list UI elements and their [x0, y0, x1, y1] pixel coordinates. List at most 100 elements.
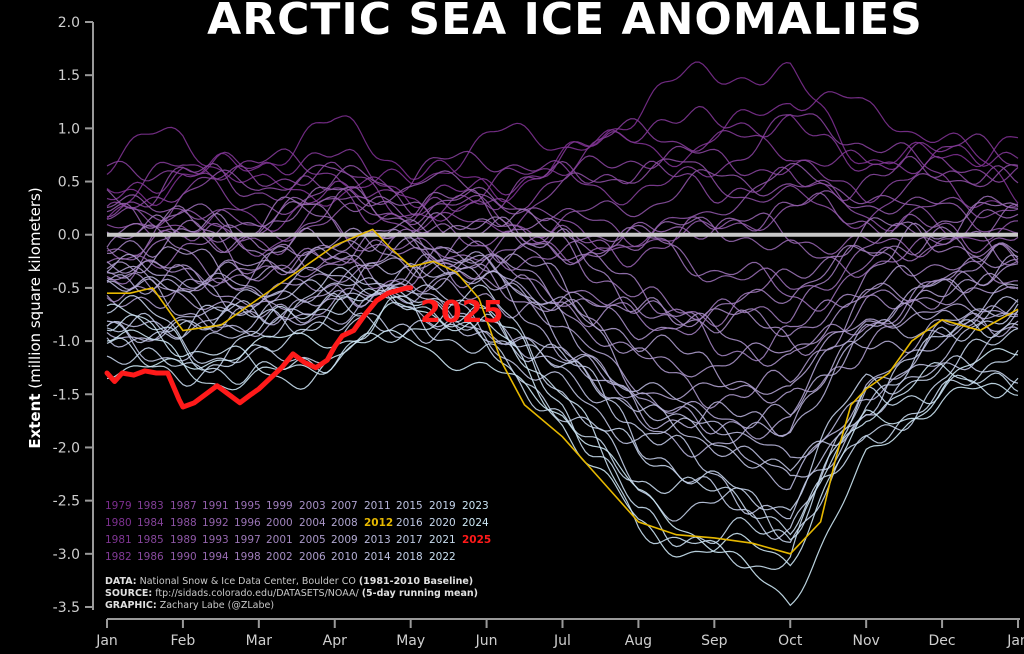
legend-year-1988: 1988	[170, 517, 197, 529]
historical-year-line	[106, 91, 1019, 207]
historical-year-line	[106, 113, 1019, 232]
historical-year-line	[106, 301, 1019, 567]
legend-year-1991: 1991	[202, 500, 229, 512]
legend-year-1984: 1984	[137, 517, 164, 529]
historical-year-line	[106, 260, 1019, 435]
footer-graphic-label: GRAPHIC:	[105, 600, 157, 611]
x-tick-label: Feb	[171, 633, 196, 649]
y-tick-label: 0.0	[58, 228, 80, 244]
historical-year-line	[106, 329, 1019, 607]
legend-year-2016: 2016	[396, 517, 423, 529]
x-ticks: Jan Feb Mar Apr May Jun Jul Aug Sep Oct Nov Dec Jan	[95, 619, 1024, 649]
footer-source-label: SOURCE:	[105, 588, 152, 599]
historical-year-line	[106, 162, 1019, 257]
x-tick-label: Oct	[778, 633, 803, 649]
series-2012-line	[107, 228, 1019, 555]
legend-year-2005: 2005	[299, 534, 326, 546]
legend-year-1992: 1992	[202, 517, 229, 529]
y-tick-label: -3.5	[53, 600, 80, 616]
legend-year-1986: 1986	[137, 551, 164, 563]
legend-year-2014: 2014	[364, 551, 391, 563]
legend-year-2001: 2001	[266, 534, 293, 546]
x-tick-label: Aug	[625, 633, 652, 649]
footer-graphic: GRAPHIC: Zachary Labe (@ZLabe)	[105, 600, 274, 611]
footer-data: DATA: National Snow & Ice Data Center, B…	[105, 576, 473, 587]
footer-data-label: DATA:	[105, 576, 137, 587]
legend-year-2020: 2020	[429, 517, 456, 529]
legend-year-2021: 2021	[429, 534, 456, 546]
x-tick-label: Jan	[1006, 633, 1024, 649]
legend-year-2022: 2022	[429, 551, 456, 563]
legend-year-2018: 2018	[396, 551, 423, 563]
historical-year-line	[106, 266, 1019, 459]
footer-data-text: National Snow & Ice Data Center, Boulder…	[140, 576, 356, 587]
y-axis-label-rest: (million square kilometers)	[26, 187, 44, 388]
legend-year-1994: 1994	[202, 551, 229, 563]
historical-year-line	[106, 155, 1019, 225]
historical-year-line	[106, 227, 1019, 357]
legend-year-2023: 2023	[462, 500, 489, 512]
legend-year-1985: 1985	[137, 534, 164, 546]
historical-year-line	[106, 299, 1019, 571]
historical-year-line	[106, 196, 1019, 312]
legend-year-1989: 1989	[170, 534, 197, 546]
y-tick-label: 0.5	[58, 175, 80, 191]
legend-year-1980: 1980	[105, 517, 132, 529]
legend-year-2009: 2009	[331, 534, 358, 546]
x-tick-label: Jun	[475, 633, 498, 649]
y-tick-label: -1.5	[53, 387, 80, 403]
historical-year-line	[106, 61, 1019, 207]
historical-year-line	[106, 303, 1019, 541]
historical-year-line	[106, 105, 1019, 209]
historical-year-line	[106, 277, 1019, 491]
y-tick-label: 1.5	[58, 68, 80, 84]
historical-year-line	[106, 164, 1019, 239]
x-tick-label: Nov	[853, 633, 880, 649]
legend-year-2008: 2008	[331, 517, 358, 529]
footer-data-note: (1981-2010 Baseline)	[359, 576, 473, 587]
historical-year-line	[106, 212, 1019, 362]
legend-year-1979: 1979	[105, 500, 132, 512]
legend-year-1982: 1982	[105, 551, 132, 563]
legend-year-2025: 2025	[462, 534, 491, 546]
legend-year-2024: 2024	[462, 517, 489, 529]
historical-year-line	[106, 230, 1019, 338]
historical-year-line	[106, 262, 1019, 458]
y-tick-label: -2.0	[53, 440, 80, 456]
legend-year-1998: 1998	[234, 551, 261, 563]
legend-year-2000: 2000	[266, 517, 293, 529]
legend-year-2015: 2015	[396, 500, 423, 512]
x-tick-label: Jul	[553, 633, 571, 649]
historical-series-lines	[106, 61, 1019, 607]
source-footer: DATA: National Snow & Ice Data Center, B…	[105, 576, 478, 611]
y-tick-label: -2.5	[53, 494, 80, 510]
y-ticks: 2.0 1.5 1.0 0.5 0.0 -0.5 -1.0 -1.5 -2.0 -2.5 -3.0 -…	[53, 15, 93, 616]
y-tick-label: 1.0	[58, 121, 80, 137]
historical-year-line	[106, 188, 1019, 268]
legend-year-2003: 2003	[299, 500, 326, 512]
x-tick-label: Mar	[246, 633, 273, 649]
x-tick-label: Dec	[929, 633, 956, 649]
legend-year-1990: 1990	[170, 551, 197, 563]
legend-year-1997: 1997	[234, 534, 261, 546]
x-tick-label: Sep	[701, 633, 728, 649]
legend: 1979 1983 1987 1991 1995 1999 2003 2007 2011 2015…	[105, 500, 491, 563]
legend-year-2011: 2011	[364, 500, 391, 512]
y-tick-label: -3.0	[53, 547, 80, 563]
chart-title: ARCTIC SEA ICE ANOMALIES	[207, 0, 923, 45]
legend-year-1987: 1987	[170, 500, 197, 512]
legend-year-1995: 1995	[234, 500, 261, 512]
legend-year-2017: 2017	[396, 534, 423, 546]
legend-year-1993: 1993	[202, 534, 229, 546]
legend-year-1981: 1981	[105, 534, 132, 546]
historical-year-line	[106, 216, 1019, 336]
legend-year-2012: 2012	[364, 517, 393, 529]
historical-year-line	[106, 227, 1019, 367]
y-axis-label: Extent (million square kilometers)	[26, 187, 44, 448]
legend-year-2007: 2007	[331, 500, 358, 512]
x-tick-label: May	[396, 633, 425, 649]
legend-year-2004: 2004	[299, 517, 326, 529]
x-tick-label: Apr	[323, 633, 347, 649]
historical-year-line	[106, 295, 1019, 548]
